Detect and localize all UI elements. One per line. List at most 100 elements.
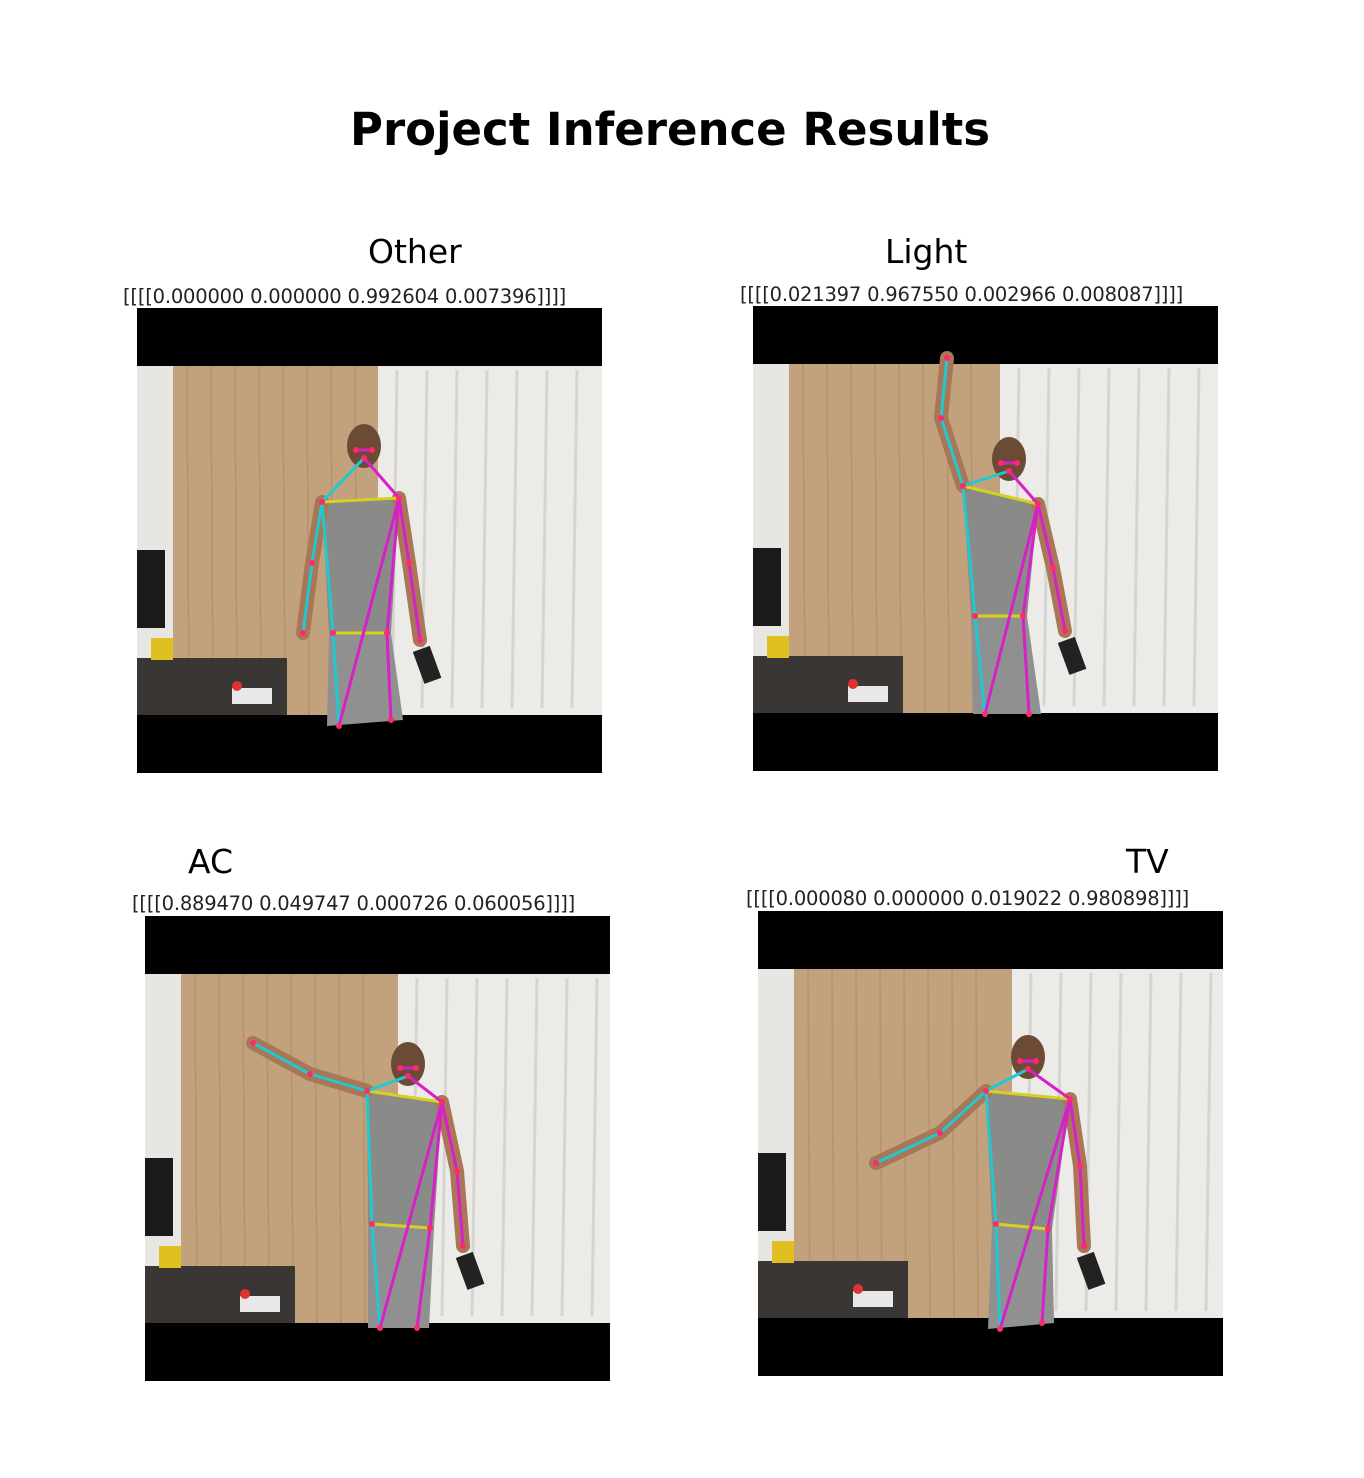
skeleton-left-torso bbox=[984, 1089, 998, 1226]
keypoint bbox=[309, 560, 315, 566]
skeleton-right-leg bbox=[1040, 1227, 1050, 1325]
door-grain bbox=[874, 363, 878, 714]
curtain-fold bbox=[1174, 972, 1183, 1312]
keypoint bbox=[454, 1168, 460, 1174]
equipment-yellow bbox=[767, 636, 789, 658]
keypoint bbox=[1067, 1096, 1073, 1102]
curtain-fold bbox=[500, 977, 509, 1317]
keypoint bbox=[993, 1221, 999, 1227]
equipment-box bbox=[848, 686, 888, 702]
keypoint bbox=[1077, 1163, 1083, 1169]
keypoint bbox=[1006, 468, 1012, 474]
skeleton-right-forearm bbox=[1051, 566, 1067, 633]
panel-probabilities-light: [[[[0.021397 0.967550 0.002966 0.008087]… bbox=[740, 283, 1184, 306]
keypoint bbox=[377, 1325, 383, 1331]
keypoint bbox=[937, 1130, 943, 1136]
keypoint bbox=[369, 447, 375, 453]
person-head bbox=[347, 424, 381, 468]
skeleton-right-leg bbox=[1021, 614, 1031, 716]
person-legs bbox=[988, 1224, 1054, 1329]
skeleton-right-leg bbox=[385, 631, 393, 722]
door-grain bbox=[898, 363, 902, 714]
skeleton-neck-right bbox=[362, 456, 401, 500]
equipment-box bbox=[240, 1296, 280, 1312]
door-grain bbox=[879, 968, 883, 1319]
keypoint bbox=[1025, 1066, 1031, 1072]
keypoint bbox=[972, 613, 978, 619]
skeleton-left-leg bbox=[973, 614, 987, 716]
keypoint bbox=[364, 1088, 370, 1094]
equipment-yellow bbox=[151, 638, 173, 660]
skeleton-left-upper-arm bbox=[938, 1089, 988, 1135]
skeleton-right-torso bbox=[1046, 1097, 1072, 1231]
person-legs bbox=[368, 1224, 434, 1328]
door-grain bbox=[242, 973, 246, 1324]
phone bbox=[412, 645, 442, 684]
keypoint bbox=[1020, 613, 1026, 619]
door-grain bbox=[186, 365, 190, 716]
skeleton-neck-left bbox=[984, 1067, 1030, 1093]
skeleton-right-forearm bbox=[407, 561, 422, 642]
door-grain bbox=[338, 973, 342, 1324]
keypoint bbox=[300, 630, 306, 636]
keypoint bbox=[369, 1221, 375, 1227]
person-head bbox=[391, 1042, 425, 1086]
equipment bbox=[137, 658, 287, 715]
curtain-fold bbox=[1102, 367, 1111, 707]
keypoint bbox=[384, 630, 390, 636]
curtain-fold bbox=[480, 369, 489, 709]
keypoint bbox=[998, 460, 1004, 466]
skeleton-right-forearm bbox=[1078, 1164, 1086, 1248]
door-grain bbox=[218, 973, 222, 1324]
skeleton-left-torso bbox=[365, 1089, 374, 1226]
panel-image-tv bbox=[758, 911, 1223, 1376]
skeleton-cross bbox=[378, 1100, 444, 1330]
keypoint bbox=[1050, 565, 1056, 571]
door-grain bbox=[290, 973, 294, 1324]
keypoint bbox=[1033, 1058, 1039, 1064]
keypoint bbox=[319, 499, 325, 505]
curtain-fold bbox=[570, 369, 579, 709]
person-torso bbox=[986, 1091, 1070, 1229]
skeleton-cross bbox=[983, 502, 1040, 716]
skeleton-left-leg bbox=[994, 1222, 1002, 1331]
door-grain bbox=[802, 363, 806, 714]
curtain-fold bbox=[1132, 367, 1141, 707]
skeleton-right-upper-arm bbox=[397, 496, 411, 565]
scene-group bbox=[753, 351, 1218, 717]
door-grain bbox=[282, 365, 286, 716]
door bbox=[789, 364, 1000, 713]
door-grain bbox=[258, 365, 262, 716]
equipment-box bbox=[232, 688, 272, 704]
keypoint bbox=[1081, 1243, 1087, 1249]
skeleton-neck-right bbox=[406, 1074, 444, 1104]
keypoint bbox=[330, 630, 336, 636]
skeleton-left-forearm bbox=[874, 1131, 942, 1165]
keypoint bbox=[1039, 1320, 1045, 1326]
equipment-red bbox=[240, 1289, 250, 1299]
door-grain bbox=[850, 363, 854, 714]
person-head bbox=[1011, 1035, 1045, 1079]
phone bbox=[1076, 1251, 1106, 1290]
keypoint bbox=[427, 1225, 433, 1231]
door-grain bbox=[210, 365, 214, 716]
door-grain bbox=[951, 968, 955, 1319]
keypoint bbox=[250, 1040, 256, 1046]
panel-image-ac bbox=[145, 916, 610, 1381]
keypoint bbox=[397, 1065, 403, 1071]
person-head bbox=[992, 437, 1026, 481]
keypoint bbox=[405, 1073, 411, 1079]
keypoint bbox=[1062, 628, 1068, 634]
equipment bbox=[758, 1261, 908, 1318]
skeleton-right-torso bbox=[1021, 502, 1040, 618]
page-title: Project Inference Results bbox=[350, 103, 991, 156]
panel-probabilities-ac: [[[[0.889470 0.049747 0.000726 0.060056]… bbox=[132, 892, 576, 915]
skeleton-right-torso bbox=[385, 496, 401, 635]
skeleton-neck-left bbox=[961, 469, 1011, 488]
skeleton-right-forearm bbox=[455, 1169, 465, 1248]
door-grain bbox=[975, 968, 979, 1319]
keypoint bbox=[997, 1326, 1003, 1332]
skeleton-shoulders bbox=[365, 1089, 444, 1104]
curtain-fold bbox=[560, 977, 569, 1317]
door-grain bbox=[826, 363, 830, 714]
